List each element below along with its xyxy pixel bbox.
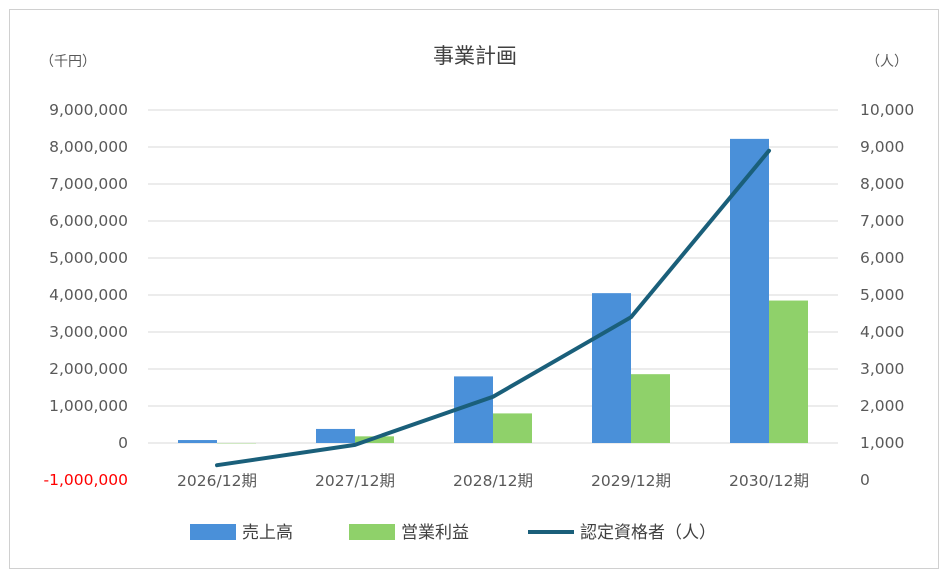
left-tick-label: 5,000,000 bbox=[49, 249, 128, 267]
right-tick-label: 7,000 bbox=[860, 212, 904, 230]
left-tick-label: 4,000,000 bbox=[49, 286, 128, 304]
legend-label: 認定資格者（人） bbox=[580, 523, 716, 543]
bar-sales bbox=[730, 138, 769, 444]
x-tick-label: 2030/12期 bbox=[729, 472, 809, 490]
right-tick-label: 3,000 bbox=[860, 360, 904, 378]
left-tick-label: 1,000,000 bbox=[49, 397, 128, 415]
x-tick-label: 2028/12期 bbox=[453, 472, 533, 490]
chart-frame bbox=[9, 9, 939, 569]
right-axis-unit: （人） bbox=[866, 54, 908, 70]
left-tick-label: 9,000,000 bbox=[49, 101, 128, 119]
legend-swatch bbox=[190, 524, 236, 540]
x-tick-label: 2029/12期 bbox=[591, 472, 671, 490]
left-axis-unit: （千円） bbox=[40, 54, 96, 70]
left-tick-label: 8,000,000 bbox=[49, 138, 128, 156]
right-tick-label: 8,000 bbox=[860, 175, 904, 193]
x-tick-label: 2026/12期 bbox=[177, 472, 257, 490]
left-tick-label: 0 bbox=[118, 434, 128, 452]
left-tick-label: 2,000,000 bbox=[49, 360, 128, 378]
legend-label: 営業利益 bbox=[401, 523, 469, 543]
left-tick-label: 3,000,000 bbox=[49, 323, 128, 341]
bar-operating-profit bbox=[493, 413, 532, 443]
left-tick-label: 6,000,000 bbox=[49, 212, 128, 230]
legend-label: 売上高 bbox=[242, 523, 293, 543]
line-series bbox=[215, 148, 771, 468]
legend: 売上高 営業利益 認定資格者（人） bbox=[190, 523, 716, 543]
bar-sales bbox=[178, 440, 217, 443]
legend-swatch bbox=[349, 524, 395, 540]
left-axis: 9,000,000 8,000,000 7,000,000 6,000,000 5,00… bbox=[44, 101, 128, 489]
right-tick-label: 1,000 bbox=[860, 434, 904, 452]
left-tick-label: -1,000,000 bbox=[44, 471, 128, 489]
right-tick-label: 6,000 bbox=[860, 249, 904, 267]
bar-operating-profit bbox=[631, 374, 670, 443]
bars bbox=[178, 138, 808, 444]
right-tick-label: 9,000 bbox=[860, 138, 904, 156]
left-tick-label: 7,000,000 bbox=[49, 175, 128, 193]
bar-sales bbox=[592, 293, 631, 443]
line-certified-holders bbox=[215, 148, 771, 468]
right-tick-label: 10,000 bbox=[860, 101, 914, 119]
x-axis: 2026/12期 2027/12期 2028/12期 2029/12期 2030/12期 bbox=[177, 472, 809, 490]
right-tick-label: 0 bbox=[860, 471, 870, 489]
right-tick-label: 2,000 bbox=[860, 397, 904, 415]
x-tick-label: 2027/12期 bbox=[315, 472, 395, 490]
chart-title: 事業計画 bbox=[433, 44, 517, 68]
bar-operating-profit bbox=[769, 300, 808, 443]
right-tick-label: 4,000 bbox=[860, 323, 904, 341]
right-tick-label: 5,000 bbox=[860, 286, 904, 304]
bar-sales bbox=[316, 428, 355, 443]
right-axis: 10,000 9,000 8,000 7,000 6,000 5,000 4,000 3,00… bbox=[860, 101, 914, 489]
